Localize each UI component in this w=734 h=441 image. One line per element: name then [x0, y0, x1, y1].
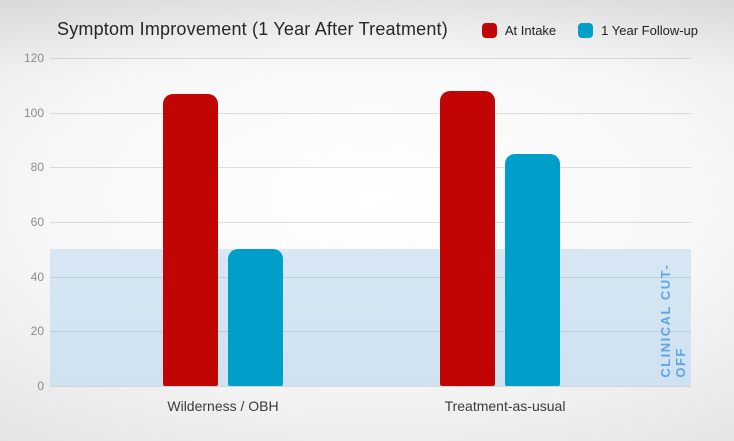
category-label-wilderness-obh: Wilderness / OBH — [167, 398, 279, 414]
gridline-0 — [50, 386, 691, 387]
legend: At Intake 1 Year Follow-up — [481, 23, 698, 38]
clinical-cutoff-label: CLINICAL CUT-OFF — [658, 264, 688, 378]
bar-wilderness-obh-1-year-follow-up — [228, 249, 283, 386]
y-tick-label-80: 80 — [30, 160, 44, 175]
legend-label-at-intake: At Intake — [504, 23, 557, 38]
legend-item-follow-up: 1 Year Follow-up — [578, 23, 698, 38]
gridline-100 — [50, 112, 691, 114]
chart-title: Symptom Improvement (1 Year After Treatm… — [57, 19, 448, 39]
legend-swatch-follow-up — [578, 23, 594, 38]
y-tick-label-40: 40 — [30, 269, 44, 284]
bar-treatment-as-usual-1-year-follow-up — [505, 153, 560, 386]
y-tick-label-60: 60 — [30, 215, 44, 229]
y-tick-label-20: 20 — [30, 324, 44, 339]
gridline-20 — [50, 331, 691, 333]
legend-label-follow-up: 1 Year Follow-up — [601, 23, 698, 38]
y-tick-label-120: 120 — [23, 51, 44, 65]
bar-treatment-as-usual-at-intake — [440, 90, 495, 386]
gridline-80 — [50, 167, 691, 169]
legend-item-at-intake: At Intake — [481, 23, 557, 38]
bar-wilderness-obh-at-intake — [163, 93, 218, 386]
plot-area: CLINICAL CUT-OFF 0 20 40 60 80 100 120 — [24, 51, 691, 393]
category-label-treatment-as-usual: Treatment-as-usual — [444, 398, 566, 414]
y-tick-label-0: 0 — [37, 379, 44, 393]
clinical-cutoff-band: CLINICAL CUT-OFF — [50, 249, 691, 386]
gridline-60 — [50, 222, 691, 223]
gridline-40 — [50, 276, 691, 278]
gridline-120 — [50, 58, 691, 59]
y-tick-label-100: 100 — [23, 105, 44, 120]
legend-swatch-at-intake — [481, 23, 497, 38]
